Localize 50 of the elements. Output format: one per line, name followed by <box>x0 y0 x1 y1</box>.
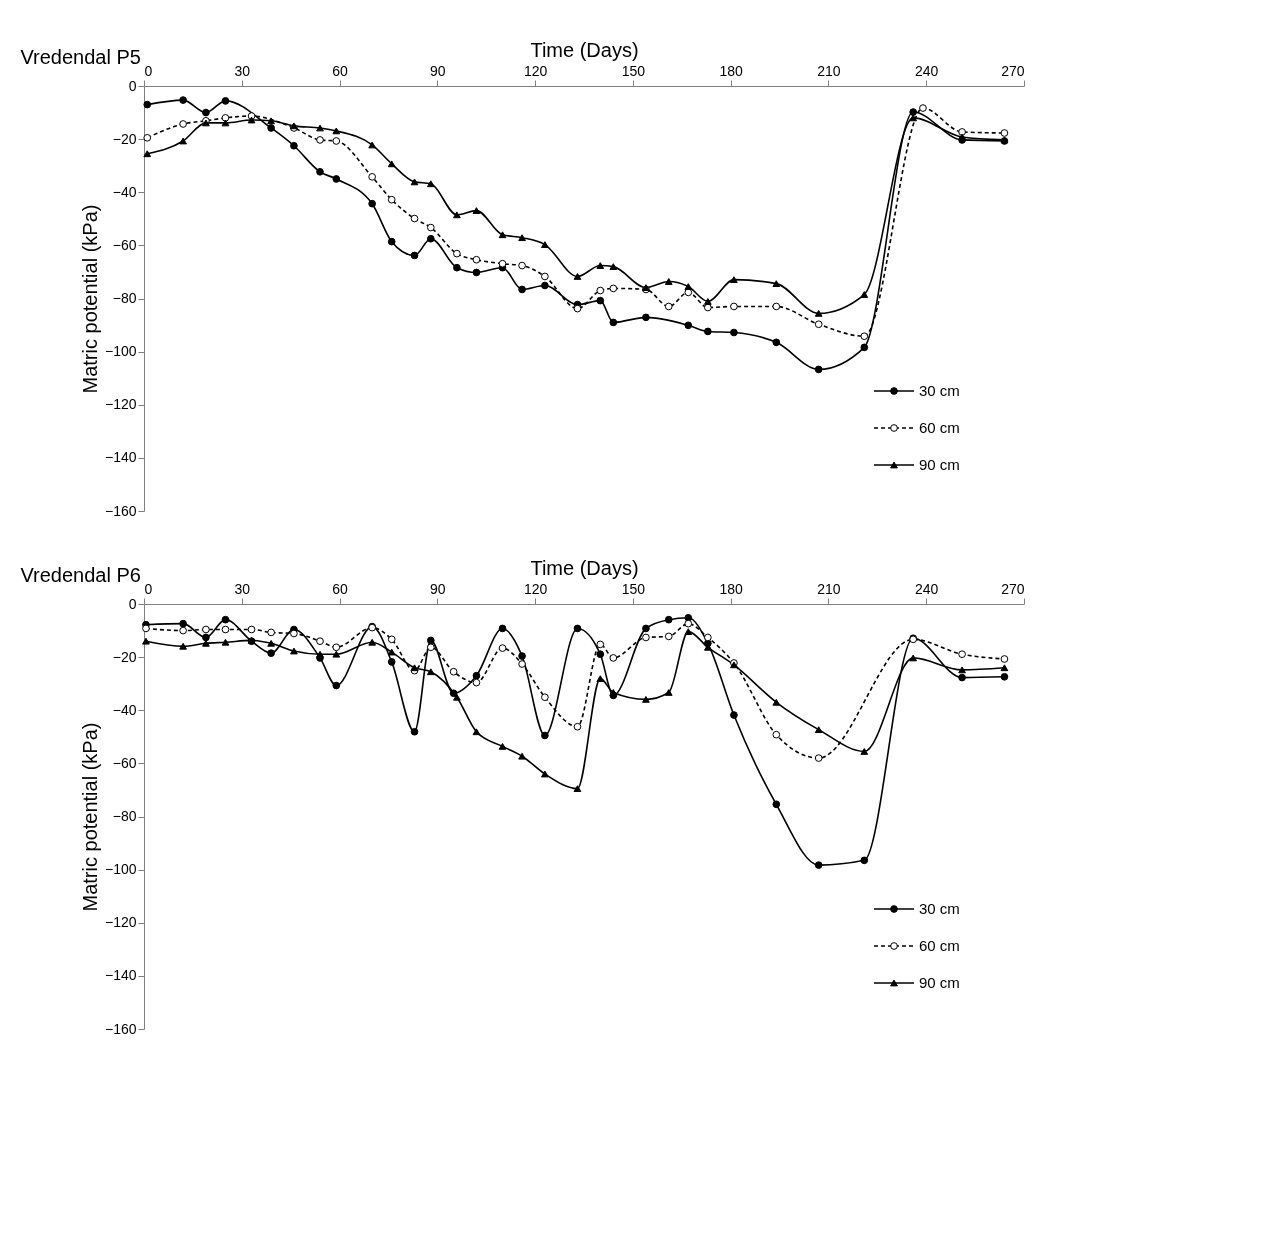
legend-label: 60 cm <box>919 419 960 436</box>
y-tick-label: −120 <box>104 914 137 931</box>
y-tick-label: −40 <box>112 183 137 200</box>
legend-label: 30 cm <box>919 382 960 399</box>
x-tick-label: 150 <box>621 580 646 597</box>
x-tick-label: 90 <box>430 580 446 597</box>
y-axis-title: Matric potential (kPa) <box>78 722 101 912</box>
x-tick-label: 180 <box>719 580 744 597</box>
x-tick-label: 120 <box>523 580 548 597</box>
y-tick-label: 0 <box>128 595 137 612</box>
x-tick-label: 30 <box>234 62 251 79</box>
x-tick-label: 240 <box>915 580 939 597</box>
chart-title: Vredendal P5 <box>20 46 141 68</box>
y-tick-label: −120 <box>104 396 137 413</box>
y-tick-label: −140 <box>104 449 137 466</box>
x-tick-label: 90 <box>430 62 446 79</box>
x-tick-label: 270 <box>1001 62 1025 79</box>
x-tick-label: 0 <box>144 62 153 79</box>
x-tick-label: 120 <box>523 62 548 79</box>
legend-label: 60 cm <box>919 937 960 954</box>
x-tick-label: 150 <box>621 62 646 79</box>
x-tick-label: 0 <box>144 580 153 597</box>
x-tick-label: 60 <box>332 62 349 79</box>
y-tick-label: −160 <box>104 1020 137 1037</box>
legend-label: 90 cm <box>919 456 960 473</box>
x-tick-label: 240 <box>915 62 939 79</box>
x-axis-title: Time (Days) <box>530 556 639 579</box>
x-tick-label: 30 <box>234 580 251 597</box>
y-tick-label: 0 <box>128 77 137 94</box>
x-tick-label: 60 <box>332 580 349 597</box>
chart-title: Vredendal P6 <box>20 564 141 586</box>
y-tick-label: −160 <box>104 502 137 519</box>
y-axis-title: Matric potential (kPa) <box>78 204 101 394</box>
y-tick-label: −100 <box>104 861 137 878</box>
x-tick-label: 210 <box>817 62 841 79</box>
x-tick-label: 180 <box>719 62 744 79</box>
y-tick-label: −60 <box>112 236 137 253</box>
y-tick-label: −60 <box>112 754 137 771</box>
y-tick-label: −40 <box>112 701 137 718</box>
x-tick-label: 270 <box>1001 580 1025 597</box>
y-tick-label: −100 <box>104 343 137 360</box>
legend-label: 90 cm <box>919 974 960 991</box>
y-tick-label: −80 <box>112 808 137 824</box>
y-tick-label: −20 <box>112 130 137 147</box>
x-axis-title: Time (Days) <box>530 38 639 61</box>
y-tick-label: −140 <box>104 967 137 984</box>
legend-label: 30 cm <box>919 900 960 917</box>
x-tick-label: 210 <box>817 580 841 597</box>
y-tick-label: −80 <box>112 290 137 306</box>
y-tick-label: −20 <box>112 648 137 665</box>
